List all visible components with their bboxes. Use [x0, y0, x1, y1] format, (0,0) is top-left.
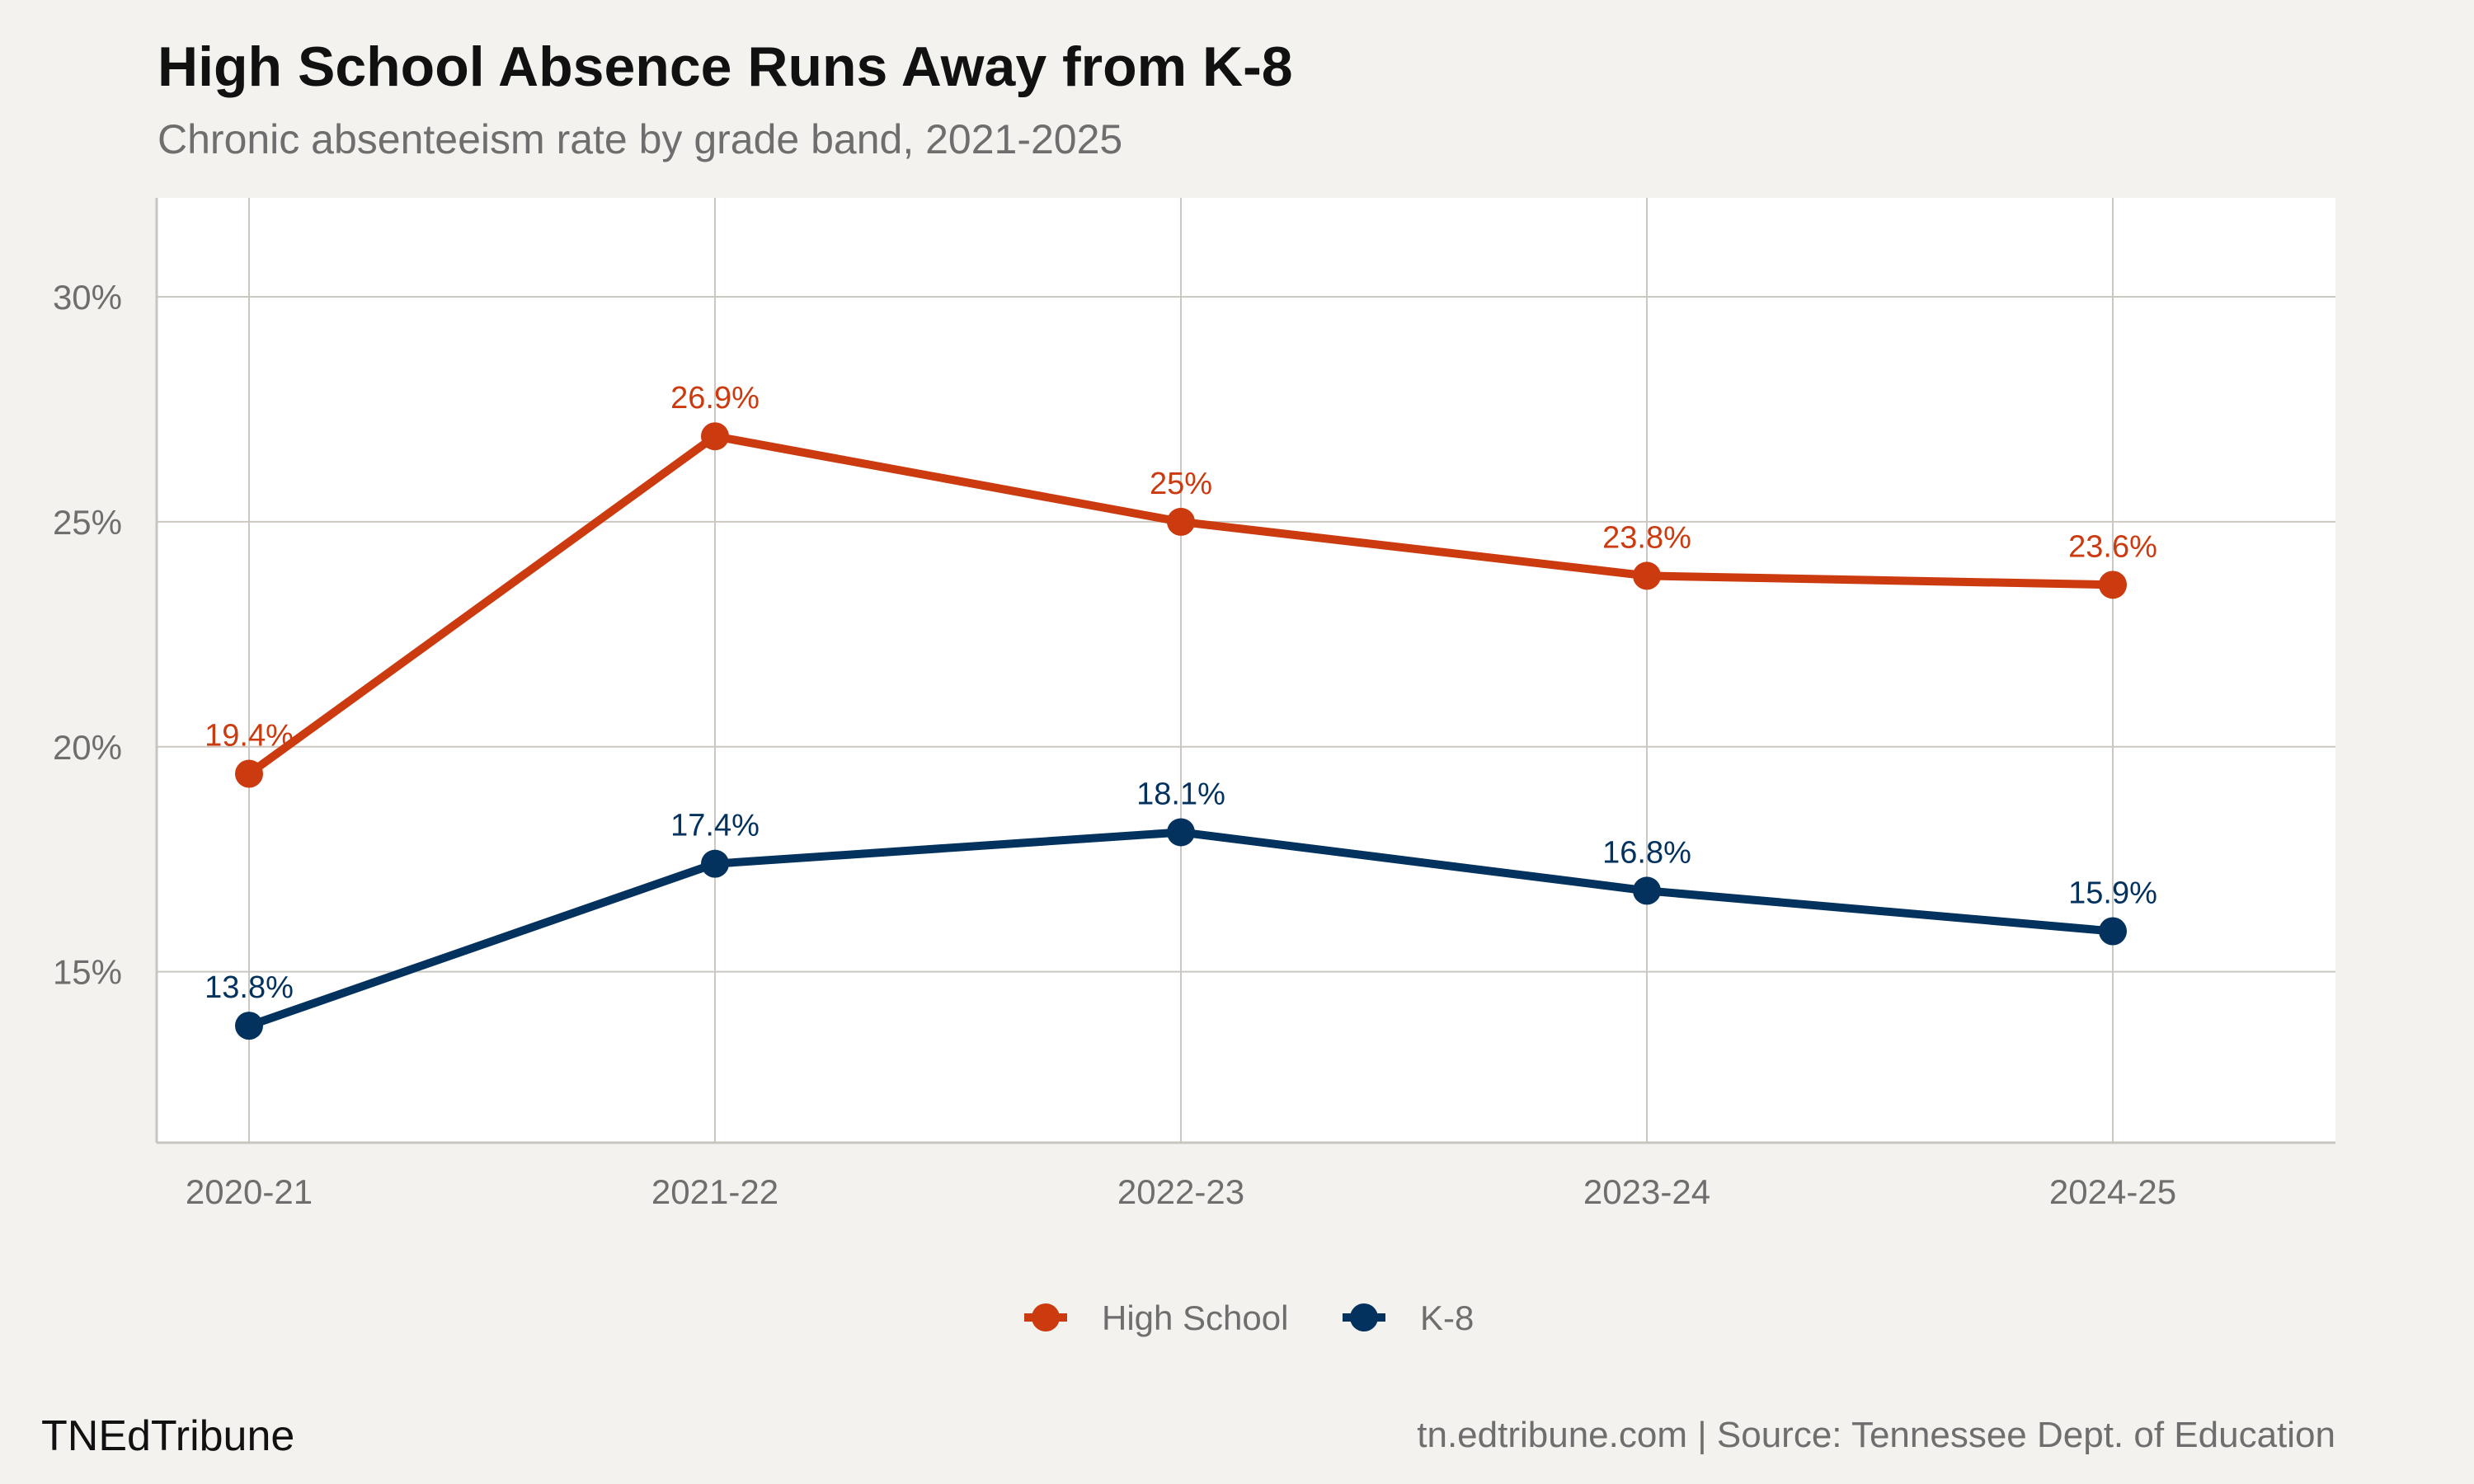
y-tick-label: 20% — [53, 728, 122, 767]
data-point — [701, 849, 729, 878]
series-k-8: 13.8% 17.4% 18.1% 16.8% 15.9% — [205, 777, 2157, 1040]
chart-title: High School Absence Runs Away from K-8 — [158, 35, 1293, 98]
data-label: 15.9% — [2068, 876, 2157, 911]
brand-logo-text: TNEdTribune — [41, 1412, 295, 1460]
legend-item: K-8 — [1343, 1298, 1474, 1337]
legend-label: High School — [1102, 1298, 1288, 1337]
source-credit: tn.edtribune.com | Source: Tennessee Dep… — [1417, 1415, 2335, 1455]
data-label: 16.8% — [1602, 835, 1691, 870]
data-label: 19.4% — [205, 719, 294, 754]
data-label: 18.1% — [1136, 777, 1225, 811]
data-point — [1633, 876, 1661, 905]
x-tick-label: 2024-25 — [2049, 1172, 2176, 1211]
y-axis-ticks: 15% 20% 25% 30% — [53, 278, 122, 992]
y-tick-label: 15% — [53, 953, 122, 992]
chart-subtitle: Chronic absenteeism rate by grade band, … — [158, 116, 1123, 162]
x-tick-label: 2021-22 — [651, 1172, 778, 1211]
x-tick-label: 2023-24 — [1583, 1172, 1710, 1211]
data-point — [1167, 507, 1195, 536]
data-label: 26.9% — [670, 381, 760, 416]
data-label: 23.8% — [1602, 520, 1691, 555]
legend: High School K-8 — [1024, 1298, 1474, 1337]
data-point — [2099, 917, 2127, 946]
series-group: 19.4% 26.9% 25% 23.8% 23.6% 13.8% 17.4% 18.1% 16… — [205, 381, 2157, 1040]
data-label: 17.4% — [670, 809, 760, 843]
data-point — [2099, 571, 2127, 599]
data-label: 25% — [1150, 467, 1212, 501]
data-label: 23.6% — [2068, 529, 2157, 564]
y-tick-label: 30% — [53, 278, 122, 317]
grid-lines — [157, 198, 2335, 1143]
x-axis-ticks: 2020-21 2021-22 2022-23 2023-24 2024-25 — [186, 1172, 2176, 1211]
legend-key-point — [1350, 1303, 1378, 1331]
data-point — [701, 422, 729, 451]
data-point — [235, 1012, 263, 1040]
data-point — [1167, 818, 1195, 847]
data-point — [1633, 561, 1661, 590]
x-tick-label: 2022-23 — [1117, 1172, 1244, 1211]
y-tick-label: 25% — [53, 503, 122, 542]
x-tick-label: 2020-21 — [186, 1172, 313, 1211]
plot-panel — [157, 198, 2335, 1143]
series-high-school: 19.4% 26.9% 25% 23.8% 23.6% — [205, 381, 2157, 788]
data-label: 13.8% — [205, 970, 294, 1005]
legend-key-point — [1032, 1303, 1060, 1331]
legend-item: High School — [1024, 1298, 1288, 1337]
legend-label: K-8 — [1420, 1298, 1474, 1337]
data-point — [235, 759, 263, 788]
